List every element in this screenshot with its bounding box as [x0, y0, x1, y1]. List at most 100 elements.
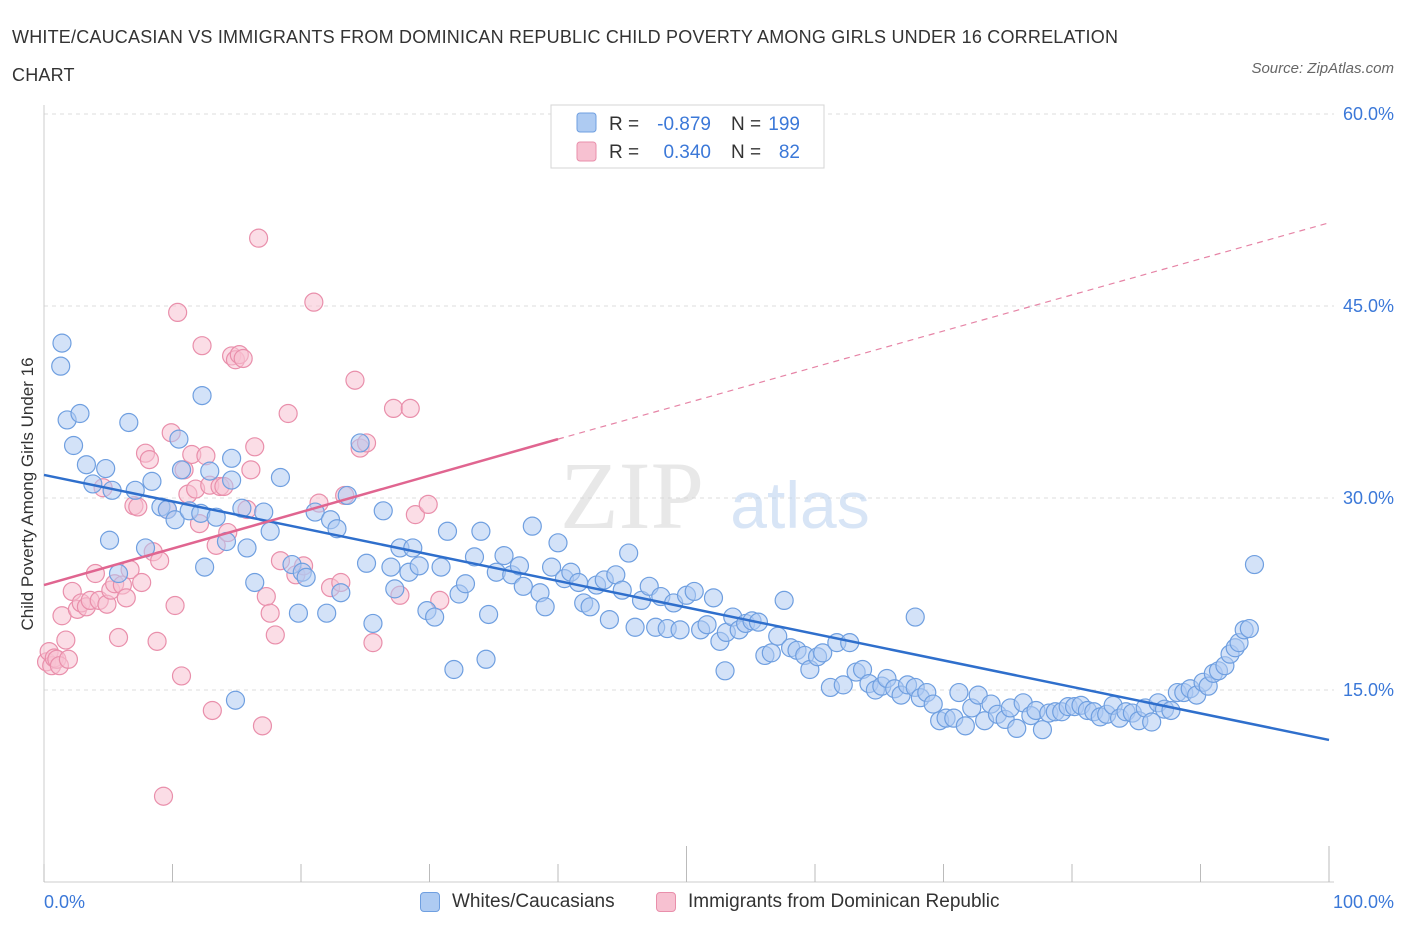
legend-blue-r-value: -0.879 — [657, 114, 711, 135]
trend-lines — [43, 222, 1330, 742]
pink-data-point — [171, 666, 192, 686]
pink-data-point — [245, 437, 265, 457]
pink-data-point — [233, 348, 253, 369]
pink-data-point — [405, 505, 425, 525]
pink-data-point — [192, 336, 212, 356]
blue-data-point — [381, 557, 401, 577]
y-tick-label: 45.0% — [1343, 296, 1394, 316]
pink-data-point — [304, 292, 324, 312]
pink-data-point — [241, 460, 261, 480]
pink-trend-line — [43, 437, 559, 587]
page-title: WHITE/CAUCASIAN VS IMMIGRANTS FROM DOMIN… — [12, 27, 1119, 85]
source-label: Source: ZipAtlas.com — [1251, 60, 1394, 77]
blue-data-point — [119, 412, 139, 433]
pink-data-point — [278, 403, 298, 424]
pink-data-point — [248, 228, 269, 248]
blue-trend-line — [43, 473, 1330, 742]
pink-data-point — [400, 398, 420, 418]
pink-data-point — [345, 370, 365, 390]
blue-data-point — [444, 659, 464, 680]
legend-pink-n-label: N = — [731, 142, 761, 163]
pink-trend-extension — [557, 222, 1330, 440]
legend-pink-r-label: R = — [609, 142, 639, 163]
blue-data-point — [70, 403, 90, 424]
blue-data-point — [625, 617, 645, 637]
legend-bottom-pink: Immigrants from Dominican Republic — [656, 888, 1000, 916]
legend-blue-n-label: N = — [731, 114, 761, 135]
blue-data-point — [761, 643, 781, 663]
blue-data-point — [52, 333, 72, 353]
pink-data-point — [252, 716, 273, 736]
blue-data-point — [165, 510, 185, 530]
y-tick-label: 30.0% — [1343, 488, 1394, 508]
blue-data-point — [715, 661, 735, 681]
legend-bottom-blue-swatch — [420, 892, 440, 912]
legend-bottom-pink-swatch — [656, 892, 676, 912]
blue-data-point — [599, 609, 620, 630]
blue-data-point — [356, 553, 377, 573]
y-tick-label: 15.0% — [1343, 680, 1394, 700]
blue-data-point — [260, 521, 280, 541]
pink-data-point — [147, 631, 167, 651]
x-axis-ticks — [43, 846, 1330, 882]
blue-data-point — [455, 574, 476, 594]
blue-data-point — [1239, 618, 1259, 639]
blue-data-point — [813, 643, 833, 663]
blue-data-point — [568, 572, 589, 593]
blue-data-point — [51, 356, 71, 376]
pink-data-point — [265, 625, 285, 645]
pink-data-point — [139, 450, 159, 470]
blue-data-point — [833, 675, 853, 695]
watermark-zip: ZIP — [560, 442, 704, 549]
pink-data-point — [168, 302, 188, 322]
blue-data-point — [476, 649, 496, 669]
blue-data-point — [1007, 718, 1027, 739]
watermark: ZIP atlas — [560, 442, 870, 549]
blue-data-point — [697, 615, 717, 635]
blue-data-point — [63, 435, 84, 456]
blue-data-point — [494, 545, 514, 566]
blue-data-point — [509, 556, 530, 576]
legend-bottom-blue: Whites/Caucasians — [420, 888, 615, 916]
blue-data-point — [670, 620, 690, 640]
blue-data-point — [464, 547, 485, 567]
blue-data-point — [522, 516, 542, 536]
pink-data-point — [383, 398, 404, 418]
blue-data-point — [232, 498, 252, 518]
blue-data-point — [403, 538, 423, 558]
blue-data-point — [373, 501, 393, 521]
blue-data-point — [774, 590, 794, 611]
pink-data-point — [132, 572, 152, 593]
blue-data-point — [1161, 700, 1181, 721]
blue-data-point — [125, 480, 145, 500]
blue-data-point — [288, 603, 309, 623]
watermark-atlas: atlas — [730, 468, 869, 542]
y-axis-label: Child Poverty Among Girls Under 16 — [18, 357, 37, 630]
blue-data-point — [76, 455, 97, 475]
blue-data-point — [425, 607, 445, 627]
blue-data-point — [619, 543, 639, 563]
legend-blue-r-label: R = — [609, 114, 639, 135]
blue-data-point — [949, 682, 969, 703]
legend-blue-swatch — [576, 112, 597, 133]
blue-data-point — [108, 563, 129, 584]
blue-data-point — [548, 533, 568, 553]
pink-data-point — [56, 630, 76, 650]
legend-top: R = -0.879 N = 199 R = 0.340 N = 82 — [550, 104, 825, 169]
legend-bottom-pink-label: Immigrants from Dominican Republic — [688, 891, 1000, 912]
blue-data-point — [195, 557, 215, 577]
blue-data-point — [222, 470, 242, 490]
blue-data-point — [225, 690, 246, 710]
blue-data-point — [1142, 712, 1162, 732]
blue-data-point — [513, 576, 533, 596]
blue-data-point — [409, 556, 429, 576]
y-tick-labels: 15.0% 30.0% 45.0% 60.0% — [1343, 104, 1394, 700]
blue-data-point — [1244, 554, 1265, 575]
pink-data-point — [260, 603, 280, 623]
blue-data-point — [471, 521, 491, 541]
blue-data-point — [206, 507, 226, 527]
blue-data-point — [169, 429, 189, 449]
blue-data-point — [479, 604, 499, 625]
blue-data-point — [192, 386, 212, 406]
